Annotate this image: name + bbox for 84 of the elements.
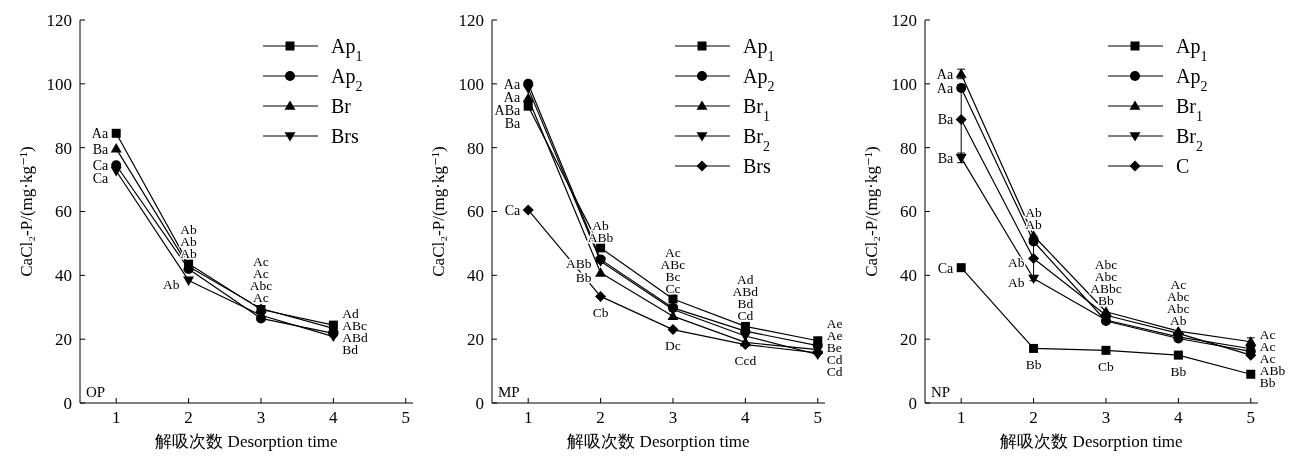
data-label: Bb [1170,363,1187,379]
data-label: Ccd [734,353,757,369]
data-label: Aa [503,76,521,92]
y-tick-label: 120 [46,10,72,30]
y-tick-label: 100 [891,74,917,94]
legend-label: Ap$_{2}$ [743,65,775,94]
legend-label: Br [331,95,352,117]
legend-label: Brs [743,155,771,177]
y-tick-label: 20 [55,330,72,350]
data-label: Ab [1025,205,1043,221]
y-tick-label: 80 [55,138,72,158]
y-tick-label: 40 [900,266,917,286]
data-label: Ba [92,141,109,157]
data-label: Aa [936,80,954,96]
data-label: Aa [503,89,521,105]
y-tick-label: 20 [900,330,917,350]
legend-label: Ap$_{2}$ [1176,65,1208,94]
data-label: Ab [163,277,180,293]
x-tick-label: 4 [741,408,751,427]
data-label: Ba [937,150,954,166]
y-tick-label: 20 [467,330,484,350]
y-tick-label: 40 [55,266,72,286]
annotation: OP [86,384,106,400]
data-label: Ca [92,158,109,174]
y-tick-label: 120 [458,10,484,30]
x-tick-label: 3 [256,408,266,427]
legend-label: Br$_{2}$ [1176,125,1203,154]
x-tick-label: 2 [184,408,193,427]
data-label: Cb [1098,359,1115,375]
x-tick-label: 5 [401,408,411,427]
legend-label: Ap$_{1}$ [1176,35,1208,64]
y-tick-label: 0 [63,393,72,413]
y-tick-label: 0 [475,393,484,413]
legend-label: Ap$_{2}$ [331,65,363,94]
x-tick-label: 1 [956,408,966,427]
y-tick-label: 60 [467,202,484,222]
y-tick-label: 80 [467,138,484,158]
data-label: Aa [91,126,109,142]
y-tick-label: 100 [458,74,484,94]
x-tick-label: 2 [596,408,605,427]
legend-label: Br$_{1}$ [743,95,770,124]
y-tick-label: 60 [900,202,917,222]
y-tick-label: 120 [891,10,917,30]
y-tick-label: 60 [55,202,72,222]
data-label: Ba [937,112,954,128]
x-tick-label: 1 [111,408,121,427]
x-tick-label: 4 [1174,408,1184,427]
x-tick-label: 2 [1029,408,1038,427]
x-tick-label: 5 [1246,408,1256,427]
annotation: MP [498,384,520,400]
data-label: Ab [1008,275,1025,291]
legend-label: Ap$_{1}$ [331,35,363,64]
data-label: Bb [1025,357,1042,373]
y-axis-title: CaCl₂-P/(mg·kg⁻¹) [862,146,881,277]
x-tick-label: 5 [813,408,823,427]
x-tick-label: 4 [329,408,339,427]
x-tick-label: 3 [668,408,678,427]
legend-label: Ap$_{1}$ [743,35,775,64]
x-tick-label: 1 [523,408,533,427]
x-axis-title: 解吸次数 Desorption time [567,432,750,451]
annotation: NP [931,384,951,400]
data-label: Ba [504,115,521,131]
data-label: Cb [592,305,609,321]
data-label: Ca [92,171,109,187]
data-label: Ab [1008,255,1025,271]
data-label: Ab [592,217,610,233]
data-label: Aa [936,66,954,82]
data-label: Ca [937,260,954,276]
data-label: ABa [494,102,521,118]
x-tick-label: 3 [1101,408,1111,427]
y-tick-label: 80 [900,138,917,158]
y-axis-title: CaCl₂-P/(mg·kg⁻¹) [429,146,448,277]
y-axis-title: CaCl₂-P/(mg·kg⁻¹) [17,146,36,277]
data-label: Ca [504,202,521,218]
legend-label: C [1176,155,1190,177]
x-axis-title: 解吸次数 Desorption time [1000,432,1183,451]
x-axis-title: 解吸次数 Desorption time [155,432,338,451]
data-label: Dc [665,338,681,354]
y-tick-label: 40 [467,266,484,286]
y-tick-label: 100 [46,74,72,94]
legend-label: Br$_{2}$ [743,125,770,154]
y-tick-label: 0 [908,393,917,413]
legend-label: Br$_{1}$ [1176,95,1203,124]
legend-label: Brs [331,125,359,147]
